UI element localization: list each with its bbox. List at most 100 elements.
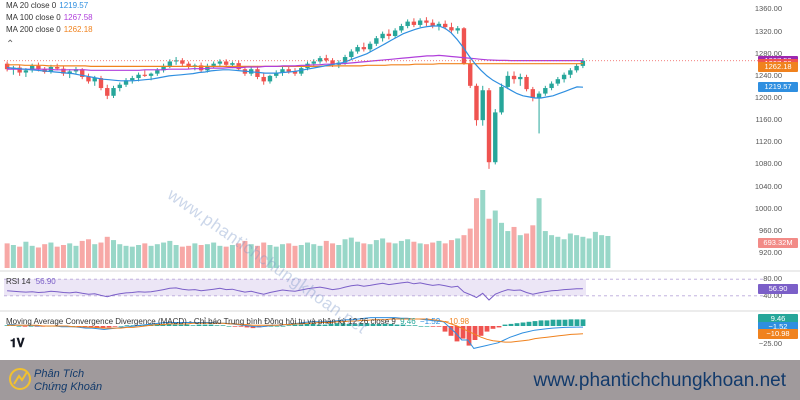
candle-body <box>105 88 110 96</box>
volume-bar <box>154 244 160 268</box>
macd-histogram-bar <box>532 321 538 326</box>
volume-bar <box>323 240 329 268</box>
candle-body <box>317 58 323 62</box>
price-tick-label: 1280.00 <box>754 48 782 58</box>
volume-bar <box>386 242 392 268</box>
candle-body <box>23 70 29 73</box>
volume-bar <box>430 242 436 268</box>
footer-bar <box>0 360 800 400</box>
volume-bar <box>373 240 379 268</box>
volume-bar <box>467 228 473 268</box>
macd-histogram-bar <box>328 323 334 326</box>
candle-body <box>524 76 529 90</box>
macd-histogram-bar <box>202 324 208 326</box>
volume-bar <box>267 245 273 268</box>
volume-bar <box>98 242 104 268</box>
macd-histogram-bar <box>196 324 202 326</box>
volume-bar <box>305 242 311 268</box>
macd-histogram-bar <box>172 324 178 326</box>
candle-body <box>505 75 510 87</box>
chart-canvas[interactable] <box>0 0 800 360</box>
volume-bar <box>186 245 192 268</box>
macd-histogram-bar <box>424 326 430 327</box>
candle-body <box>324 58 329 61</box>
volume-bar <box>580 236 586 268</box>
volume-bar <box>423 244 429 268</box>
rsi-name: RSI 14 <box>6 277 31 286</box>
macd-histogram-bar <box>436 326 442 327</box>
candle-body <box>223 61 229 65</box>
macd-histogram-bar <box>232 326 238 327</box>
macd-histogram-bar <box>334 323 340 326</box>
volume-bar <box>117 244 123 268</box>
volume-bar <box>517 235 523 268</box>
macd-histogram-bar <box>88 326 94 328</box>
macd-histogram-bar <box>490 326 496 329</box>
rsi-label[interactable]: RSI 14 56.90 <box>6 277 56 286</box>
volume-badge: 693.32M <box>758 238 798 248</box>
candle-body <box>449 27 454 31</box>
macd-histogram-bar <box>418 326 424 327</box>
volume-bar <box>480 190 486 268</box>
volume-bar <box>217 245 223 268</box>
macd-histogram-bar <box>22 326 28 327</box>
volume-bar <box>23 241 29 268</box>
macd-histogram-bar <box>190 325 196 326</box>
macd-histogram-bar <box>580 319 586 326</box>
volume-bar <box>574 235 580 268</box>
volume-bar <box>242 240 248 268</box>
volume-bar <box>524 233 530 268</box>
volume-bar <box>79 240 85 268</box>
price-tick-label: 1120.00 <box>755 137 782 147</box>
candle-body <box>536 93 542 98</box>
macd-histogram-bar <box>388 323 394 326</box>
volume-bar <box>605 235 611 268</box>
volume-bar <box>336 245 342 268</box>
macd-histogram-bar <box>124 325 130 326</box>
candle-body <box>493 112 498 163</box>
volume-bar <box>67 243 73 268</box>
tradingview-logo-icon[interactable]: 𝟏𝐕 <box>10 336 25 350</box>
candle-body <box>330 60 335 65</box>
volume-bar <box>342 239 348 268</box>
candle-body <box>111 88 116 96</box>
chart-area[interactable]: MA 20 close 0 1219.57 MA 100 close 0 1267.… <box>0 0 800 360</box>
candle-body <box>267 75 273 82</box>
macd-histogram-bar <box>220 325 226 326</box>
candle-body <box>443 23 448 28</box>
macd-histogram-bar <box>346 323 352 326</box>
macd-histogram-bar <box>442 326 448 332</box>
price-tick-label: 1080.00 <box>754 159 782 169</box>
ma100-line <box>7 54 583 71</box>
macd-histogram-bar <box>28 326 34 327</box>
macd-signal-line <box>7 318 584 343</box>
candle-body <box>342 57 348 63</box>
macd-label[interactable]: Moving Average Convergence Divergence (M… <box>6 317 469 326</box>
candle-body <box>549 83 554 89</box>
footer-website-link[interactable]: www.phantichchungkhoan.net <box>533 370 786 391</box>
macd-histogram-bar <box>544 320 550 326</box>
volume-bar <box>486 218 492 268</box>
macd-histogram-bar <box>478 326 484 336</box>
candle-body <box>4 63 10 70</box>
volume-bar <box>549 235 555 268</box>
macd-histogram-bar <box>358 323 364 326</box>
collapse-legend-icon[interactable]: ⌃ <box>6 39 15 50</box>
legend-ma20[interactable]: MA 20 close 0 1219.57 <box>6 1 88 10</box>
macd-histogram-bar <box>520 322 526 326</box>
macd-params: 12 26 close 9 <box>348 317 396 326</box>
volume-bar <box>561 239 567 268</box>
candle-body <box>367 43 373 50</box>
rsi-tick-label: 40.00 <box>763 290 782 300</box>
candle-body <box>411 21 417 25</box>
candle-body <box>380 33 385 39</box>
volume-bar <box>286 243 292 268</box>
legend-ma100[interactable]: MA 100 close 0 1267.58 <box>6 13 93 22</box>
volume-bar <box>261 242 267 268</box>
macd-histogram-bar <box>394 324 400 326</box>
ma20-line <box>6 25 584 99</box>
volume-bar <box>204 244 210 268</box>
legend-ma200[interactable]: MA 200 close 0 1262.18 <box>6 25 93 34</box>
volume-bar <box>461 235 467 268</box>
volume-bar <box>473 198 479 268</box>
